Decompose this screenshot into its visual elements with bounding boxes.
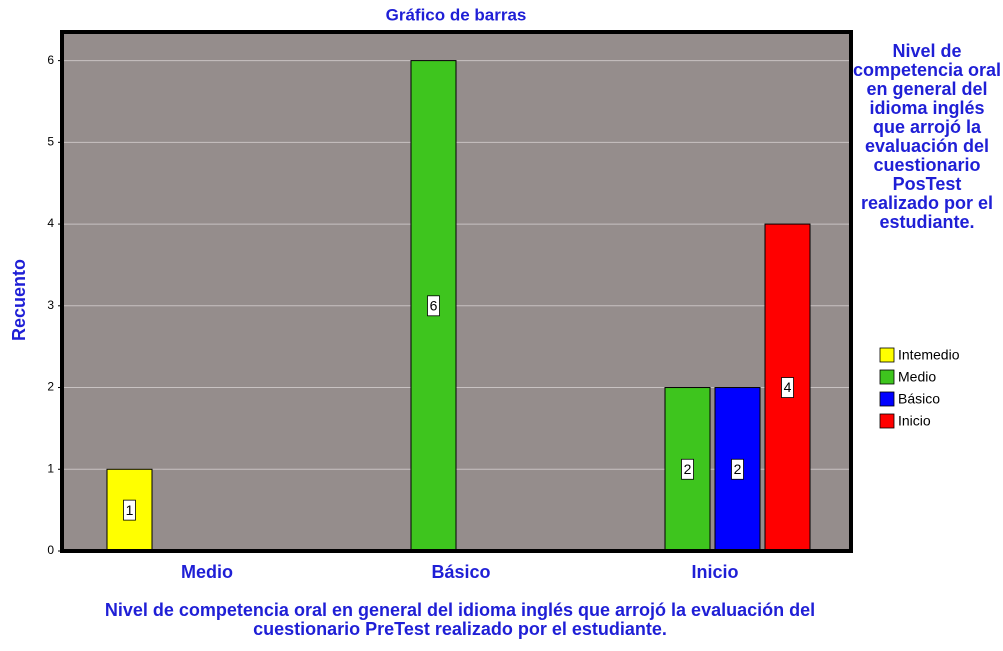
chart-title: Gráfico de barras [386,5,527,24]
plot-border [60,30,853,553]
value-label: 6 [430,298,438,314]
y-tick-label: 1 [47,461,54,475]
value-label-box [781,377,794,398]
x-tick-label: Medio [181,562,233,582]
value-label-box [731,458,744,480]
x-tick-label: Inicio [691,562,738,582]
value-label: 2 [684,461,692,477]
y-axis-title: Recuento [9,259,29,341]
legend-swatch [879,347,895,363]
x-axis-title: Nivel de competencia oral en general del… [104,600,816,639]
value-label-box [427,295,440,317]
value-label: 1 [126,502,134,518]
legend-label: Medio [898,369,936,385]
y-tick-label: 4 [47,216,54,230]
legend-label: Inicio [898,413,931,429]
y-tick-label: 6 [47,53,54,67]
legend-swatch [879,413,895,429]
value-label-box [681,458,694,480]
legend-swatch [879,391,895,407]
x-tick-label: Básico [431,562,490,582]
legend-label: Intemedio [898,347,960,363]
y-tick-label: 0 [47,543,54,557]
y-tick-label: 3 [47,298,54,312]
value-label-box [123,499,136,521]
legend-label: Básico [898,391,940,407]
y-tick-label: 5 [47,135,54,149]
legend-swatch [879,369,895,385]
legend-title: Nivel de competencia oral en general del… [852,41,1002,232]
y-tick-label: 2 [47,380,54,394]
value-label: 4 [784,379,792,395]
value-label: 2 [734,461,742,477]
